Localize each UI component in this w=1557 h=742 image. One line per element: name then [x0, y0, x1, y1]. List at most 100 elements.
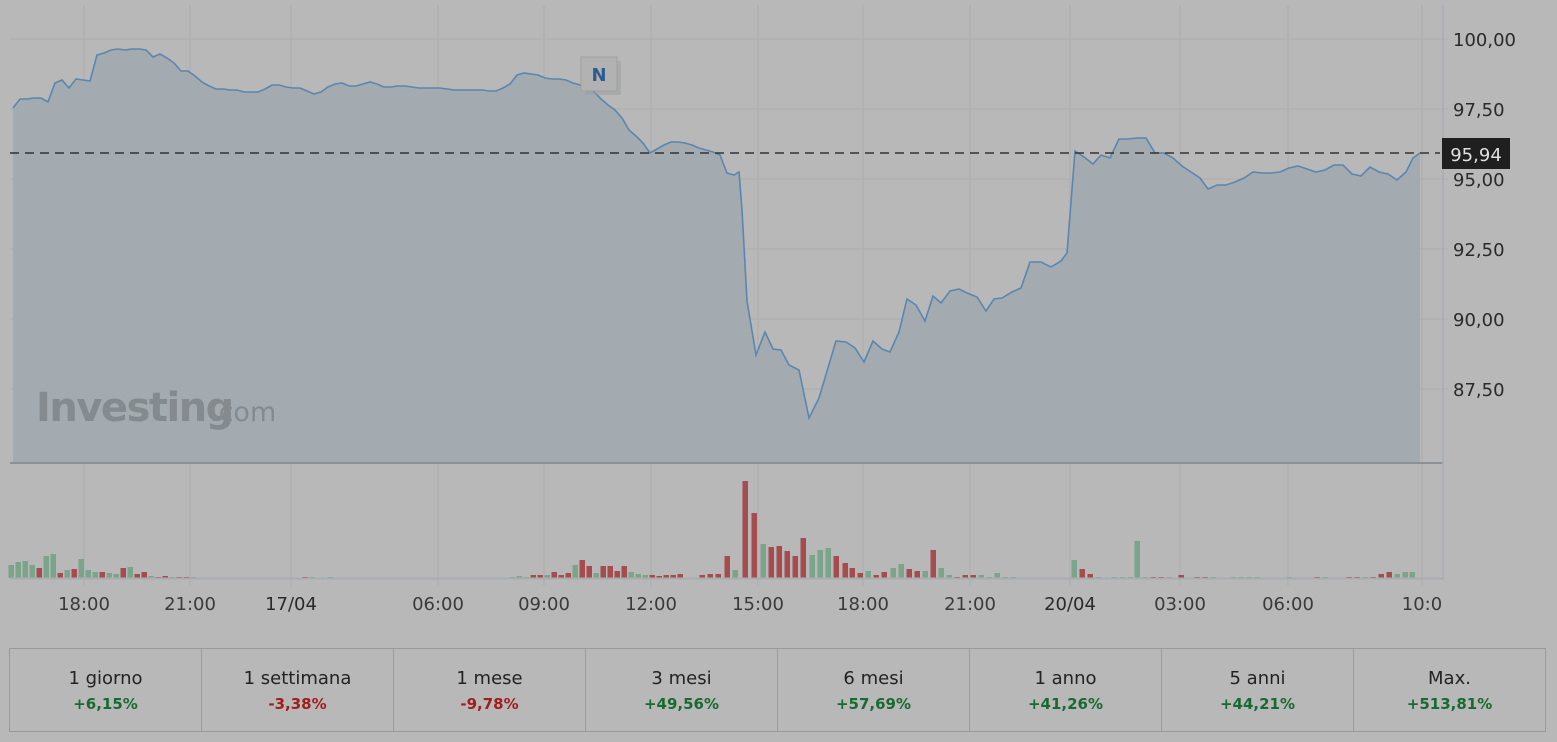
volume-bar: [677, 574, 683, 578]
performance-period-7[interactable]: Max. +513,81%: [1354, 649, 1545, 731]
volume-bar: [614, 571, 620, 578]
volume-bar: [898, 564, 904, 578]
volume-bar: [134, 574, 140, 578]
y-tick-label: 95,00: [1453, 170, 1505, 191]
volume-bar: [857, 573, 863, 578]
volume-bar: [99, 572, 105, 578]
performance-period-2[interactable]: 1 mese -9,78%: [394, 649, 586, 731]
volume-bar: [43, 556, 49, 578]
volume-bar: [1394, 574, 1400, 578]
volume-bar: [558, 575, 564, 578]
volume-bar: [776, 546, 782, 578]
volume-bar: [565, 573, 571, 578]
volume-bar: [551, 572, 557, 578]
volume-bar: [1079, 569, 1085, 578]
volume-bar: [946, 575, 952, 578]
volume-bar: [579, 560, 585, 578]
x-axis: 18:00 21:00 17/04 06:00 09:00 12:00 15:00 18:00…: [58, 579, 1442, 615]
volume-bar: [600, 566, 606, 578]
x-tick-label: 06:00: [1262, 594, 1314, 615]
period-change: +44,21%: [1219, 694, 1296, 713]
performance-period-0[interactable]: 1 giorno +6,15%: [10, 649, 202, 731]
performance-period-3[interactable]: 3 mesi +49,56%: [586, 649, 778, 731]
volume-bar: [8, 565, 14, 578]
volume-bar: [586, 566, 592, 578]
volume-bar: [572, 565, 578, 578]
period-change: +513,81%: [1406, 694, 1493, 713]
x-tick-label: 09:00: [518, 594, 570, 615]
volume-bar: [800, 538, 806, 578]
volume-bar: [922, 571, 928, 578]
price-area: [13, 49, 1420, 463]
y-tick-label: 100,00: [1453, 30, 1516, 51]
volume-bar: [865, 571, 871, 578]
news-marker[interactable]: N: [580, 56, 621, 95]
volume-bar: [593, 573, 599, 578]
y-tick-label: 92,50: [1453, 240, 1505, 261]
y-tick-label: 97,50: [1453, 100, 1505, 121]
period-label: 3 mesi: [651, 667, 712, 689]
y-tick-label: 87,50: [1453, 380, 1505, 401]
period-change: -3,38%: [268, 694, 327, 713]
performance-period-1[interactable]: 1 settimana -3,38%: [202, 649, 394, 731]
volume-bar: [64, 570, 70, 578]
volume-bar: [15, 562, 21, 578]
volume-bar: [809, 555, 815, 578]
period-change: +49,56%: [643, 694, 720, 713]
x-tick-label: 21:00: [164, 594, 216, 615]
watermark-suffix: .com: [210, 397, 276, 428]
period-change: -9,78%: [460, 694, 519, 713]
volume-bar: [906, 569, 912, 578]
volume-bar: [1071, 560, 1077, 578]
volume-bar: [873, 575, 879, 578]
performance-period-6[interactable]: 5 anni +44,21%: [1162, 649, 1354, 731]
price-chart[interactable]: Investing .com 100,00 97,50 95,00 92,50 90,0…: [0, 0, 1557, 640]
volume-bar: [36, 568, 42, 578]
period-change: +57,69%: [835, 694, 912, 713]
volume-bar: [768, 547, 774, 578]
volume-bar: [663, 575, 669, 578]
last-price-badge: 95,94: [1442, 138, 1510, 169]
volume-bar: [635, 574, 641, 578]
volume-bar: [978, 575, 984, 578]
price-line: [12, 48, 1421, 421]
news-icon: N: [591, 65, 606, 86]
volume-bar: [707, 574, 713, 578]
volume-bar: [962, 575, 968, 578]
volume-bar: [29, 565, 35, 578]
volume-bar: [544, 575, 550, 578]
volume-bar: [113, 574, 119, 578]
volume-bar: [881, 572, 887, 578]
x-tick-label: 21:00: [944, 594, 996, 615]
volume-bar: [849, 568, 855, 578]
volume-bar: [732, 570, 738, 578]
volume-bar: [628, 572, 634, 578]
x-tick-label: 20/04: [1044, 594, 1096, 615]
volume-bars: [8, 481, 1415, 578]
volume-bar: [970, 575, 976, 578]
volume-bar: [516, 576, 522, 578]
period-label: 5 anni: [1229, 667, 1286, 689]
volume-bar: [78, 559, 84, 578]
volume-bar: [670, 575, 676, 578]
volume-bar: [994, 573, 1000, 578]
volume-bar: [890, 568, 896, 578]
last-price-label: 95,94: [1450, 145, 1502, 166]
volume-bar: [85, 570, 91, 578]
volume-bar: [1134, 541, 1140, 578]
volume-bar: [699, 575, 705, 578]
volume-bar: [817, 550, 823, 578]
volume-bar: [71, 569, 77, 578]
volume-bar: [715, 574, 721, 578]
x-tick-label: 15:00: [732, 594, 784, 615]
performance-bar: 1 giorno +6,15% 1 settimana -3,38% 1 mese -9,…: [9, 648, 1546, 732]
performance-period-5[interactable]: 1 anno +41,26%: [970, 649, 1162, 731]
volume-bar: [1087, 574, 1093, 578]
period-label: Max.: [1428, 667, 1471, 689]
watermark-brand: Investing: [36, 385, 233, 431]
volume-bar: [537, 575, 543, 578]
performance-period-4[interactable]: 6 mesi +57,69%: [778, 649, 970, 731]
volume-bar: [1409, 572, 1415, 578]
period-change: +41,26%: [1027, 694, 1104, 713]
x-tick-label: 06:00: [412, 594, 464, 615]
